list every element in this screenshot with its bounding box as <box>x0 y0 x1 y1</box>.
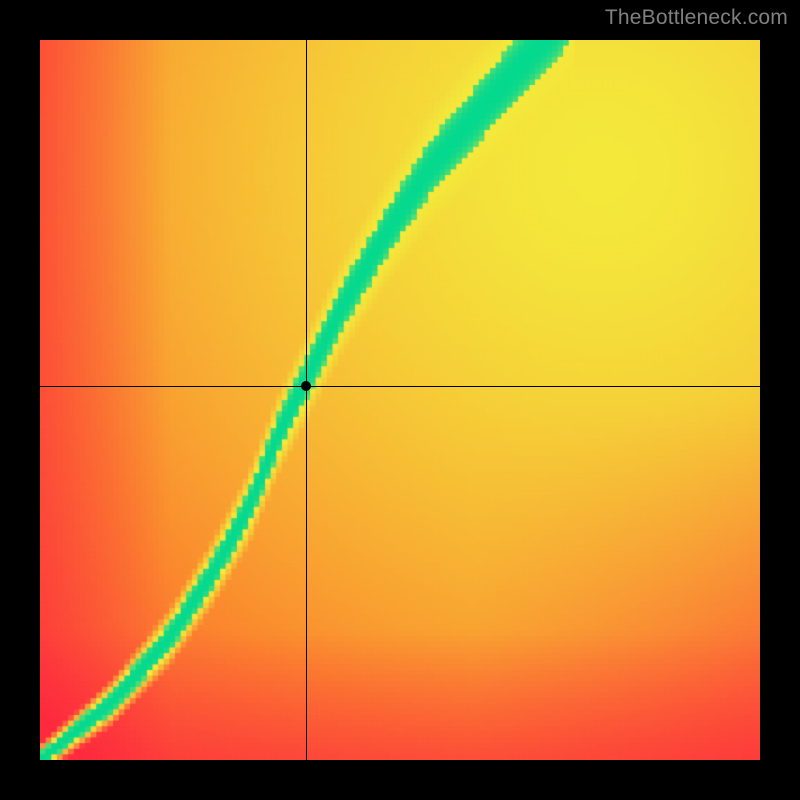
marker-dot <box>301 381 311 391</box>
crosshair-vertical <box>306 40 307 760</box>
watermark-text: TheBottleneck.com <box>605 6 788 30</box>
heatmap-canvas <box>40 40 760 760</box>
heatmap-plot <box>40 40 760 760</box>
crosshair-horizontal <box>40 386 760 387</box>
chart-container: TheBottleneck.com <box>0 0 800 800</box>
